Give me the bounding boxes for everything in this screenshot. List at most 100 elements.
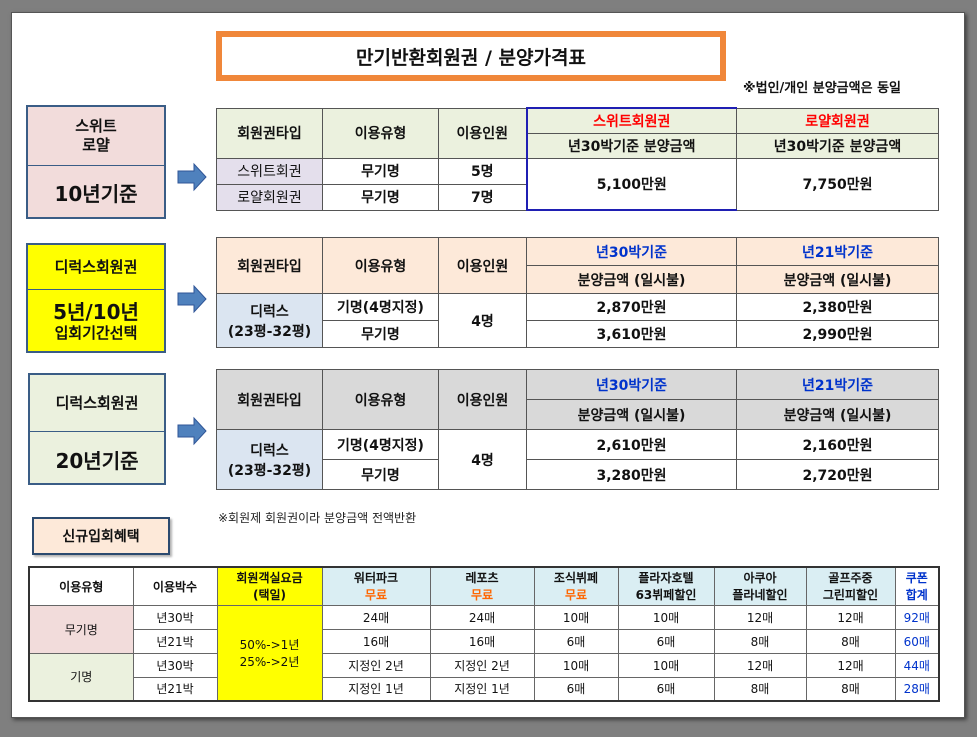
header-people: 이용인원 xyxy=(438,369,527,430)
box-line-suite: 스위트 xyxy=(75,117,117,135)
header-people: 이용인원 xyxy=(438,237,527,294)
page-title: 만기반환회원권 / 분양가격표 xyxy=(216,31,726,81)
new-member-benefit-label: 신규입회혜택 xyxy=(32,517,170,555)
price-royal: 7,750만원 xyxy=(736,157,939,211)
row-leports: 지정인 1년 xyxy=(429,676,535,702)
type-deluxe-line1: 디럭스 xyxy=(250,442,289,459)
row-buffet: 10매 xyxy=(533,604,619,630)
subheader-30nights: 분양금액 (일시불) xyxy=(526,265,737,294)
row-golf: 12매 xyxy=(805,604,896,630)
suite-royal-price-table: 회원권타입 이용유형 이용인원 스위트회원권 로얄회원권 년30박기준 분양금액… xyxy=(216,107,939,211)
header-room-rate: 회원객실요금 (택일) xyxy=(216,566,323,606)
header-golf: 골프주중 그린피할인 xyxy=(805,566,896,606)
header-golf-line1: 골프주중 xyxy=(828,571,873,586)
row-aqua: 12매 xyxy=(713,652,807,678)
header-leports-free: 무료 xyxy=(470,588,494,603)
header-coupon-total: 쿠폰 합계 xyxy=(894,566,940,606)
header-people: 이용인원 xyxy=(438,107,527,159)
header-aqua: 아쿠아 플라네할인 xyxy=(713,566,807,606)
type-royal: 로얄회원권 xyxy=(216,183,323,211)
people-royal: 7명 xyxy=(438,183,527,211)
row-golf: 8매 xyxy=(805,628,896,654)
header-leports-line1: 레포츠 xyxy=(465,571,499,586)
header-waterpark-free: 무료 xyxy=(364,588,388,603)
header-plaza: 플라자호텔 63뷔페할인 xyxy=(617,566,715,606)
row-golf: 8매 xyxy=(805,676,896,702)
type-suite: 스위트회권 xyxy=(216,157,323,185)
header-type: 회원권타입 xyxy=(216,369,323,430)
type-deluxe: 디럭스 (23평-32평) xyxy=(216,293,323,348)
header-leports: 레포츠 무료 xyxy=(429,566,535,606)
header-plaza-line1: 플라자호텔 xyxy=(638,571,694,586)
header-nights: 이용박수 xyxy=(132,566,218,606)
deluxe-20-box: 디럭스회원권 20년기준 xyxy=(28,373,166,485)
row-waterpark: 지정인 1년 xyxy=(321,676,431,702)
box-20year: 20년기준 xyxy=(55,448,139,473)
usage-named: 기명(4명지정) xyxy=(322,429,439,460)
row-nights: 년30박 xyxy=(132,652,218,678)
header-30nights: 년30박기준 xyxy=(526,369,737,400)
people-suite: 5명 xyxy=(438,157,527,185)
row-waterpark: 지정인 2년 xyxy=(321,652,431,678)
row-leports: 지정인 2년 xyxy=(429,652,535,678)
group-named: 기명 xyxy=(28,652,134,702)
header-type: 회원권타입 xyxy=(216,237,323,294)
row-waterpark: 24매 xyxy=(321,604,431,630)
box-line-royal: 로얄 xyxy=(82,136,110,154)
type-deluxe-line1: 디럭스 xyxy=(250,303,289,320)
row-total: 28매 xyxy=(894,676,940,702)
usage-suite: 무기명 xyxy=(322,157,439,185)
subheader-suite: 년30박기준 분양금액 xyxy=(525,132,737,159)
document-page: 만기반환회원권 / 분양가격표 ※법인/개인 분양금액은 동일 스위트 로얄 1… xyxy=(11,12,965,718)
header-suite: 스위트회원권 xyxy=(525,107,737,134)
header-usage: 이용유형 xyxy=(322,237,439,294)
row-plaza: 6매 xyxy=(617,628,715,654)
header-21nights: 년21박기준 xyxy=(736,237,939,266)
price-named-21: 2,160만원 xyxy=(736,429,939,460)
header-usage: 이용유형 xyxy=(322,107,439,159)
header-21nights: 년21박기준 xyxy=(736,369,939,400)
header-type: 회원권타입 xyxy=(216,107,323,159)
row-buffet: 6매 xyxy=(533,628,619,654)
subheader-30nights: 분양금액 (일시불) xyxy=(526,399,737,430)
box-10year: 10년기준 xyxy=(54,181,138,206)
row-leports: 16매 xyxy=(429,628,535,654)
usage-unnamed: 무기명 xyxy=(322,459,439,490)
price-unnamed-30: 3,280만원 xyxy=(526,459,737,490)
room-discount: 50%->1년 25%->2년 xyxy=(216,604,323,702)
header-golf-line2: 그린피할인 xyxy=(822,588,879,603)
price-unnamed-30: 3,610만원 xyxy=(526,320,737,348)
box-5-10-year: 5년/10년 xyxy=(53,299,139,324)
subheader-royal: 년30박기준 분양금액 xyxy=(736,132,939,159)
usage-named: 기명(4명지정) xyxy=(322,293,439,321)
type-deluxe-line2: (23평-32평) xyxy=(227,323,312,340)
header-aqua-line2: 플라네할인 xyxy=(732,588,788,603)
box-deluxe: 디럭스회원권 xyxy=(28,245,164,290)
deluxe-20-price-table: 회원권타입 이용유형 이용인원 년30박기준 년21박기준 분양금액 (일시불)… xyxy=(216,369,939,490)
room-discount-line1: 50%->1년 xyxy=(239,637,300,652)
header-buffet-line1: 조식뷔페 xyxy=(553,571,599,586)
row-total: 92매 xyxy=(894,604,940,630)
row-nights: 년30박 xyxy=(132,604,218,630)
arrow-right-icon xyxy=(177,416,207,446)
box-deluxe: 디럭스회원권 xyxy=(30,375,164,432)
row-golf: 12매 xyxy=(805,652,896,678)
row-waterpark: 16매 xyxy=(321,628,431,654)
header-usage: 이용유형 xyxy=(322,369,439,430)
header-royal: 로얄회원권 xyxy=(736,107,939,134)
header-buffet: 조식뷔페 무료 xyxy=(533,566,619,606)
row-buffet: 6매 xyxy=(533,676,619,702)
usage-unnamed: 무기명 xyxy=(322,320,439,348)
row-aqua: 8매 xyxy=(713,628,807,654)
header-waterpark-line1: 워터파크 xyxy=(353,571,399,586)
price-named-21: 2,380만원 xyxy=(736,293,939,321)
row-plaza: 10매 xyxy=(617,652,715,678)
arrow-right-icon xyxy=(177,162,207,192)
row-plaza: 6매 xyxy=(617,676,715,702)
header-coupon-line2: 합계 xyxy=(905,588,928,603)
price-named-30: 2,610만원 xyxy=(526,429,737,460)
row-buffet: 10매 xyxy=(533,652,619,678)
subheader-21nights: 분양금액 (일시불) xyxy=(736,399,939,430)
deluxe-5-10-price-table: 회원권타입 이용유형 이용인원 년30박기준 년21박기준 분양금액 (일시불)… xyxy=(216,237,939,348)
price-named-30: 2,870만원 xyxy=(526,293,737,321)
